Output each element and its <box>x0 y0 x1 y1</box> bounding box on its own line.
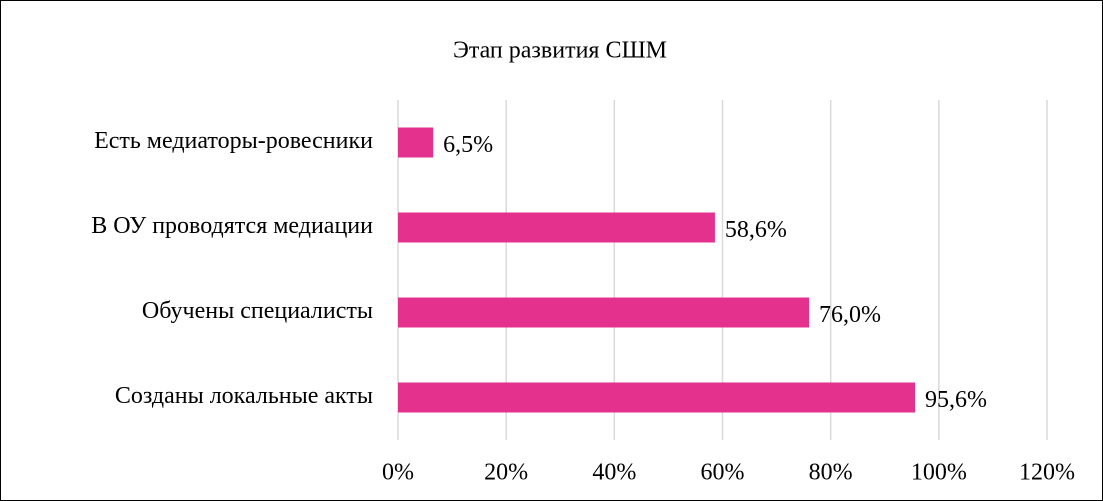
bar <box>398 382 916 413</box>
bar <box>398 297 810 328</box>
data-label: 58,6% <box>725 217 787 243</box>
x-tick-label: 60% <box>701 460 745 486</box>
y-tick-label: В ОУ проводятся медиации <box>91 213 373 239</box>
x-tick-label: 120% <box>1019 460 1075 486</box>
y-tick-label: Обучены специалисты <box>142 298 373 324</box>
x-tick-label: 0% <box>382 460 414 486</box>
data-label: 6,5% <box>443 132 493 158</box>
chart-title: Этап развития СШМ <box>453 38 667 64</box>
x-tick-label: 100% <box>911 460 967 486</box>
y-tick-label: Есть медиаторы-ровесники <box>94 128 373 154</box>
data-label: 95,6% <box>925 387 987 413</box>
y-tick-label: Созданы локальные акты <box>115 383 373 409</box>
x-tick-label: 80% <box>809 460 853 486</box>
x-tick-label: 40% <box>592 460 636 486</box>
bar <box>398 212 715 243</box>
data-label: 76,0% <box>819 302 881 328</box>
x-tick-label: 20% <box>484 460 528 486</box>
bar <box>398 127 434 158</box>
